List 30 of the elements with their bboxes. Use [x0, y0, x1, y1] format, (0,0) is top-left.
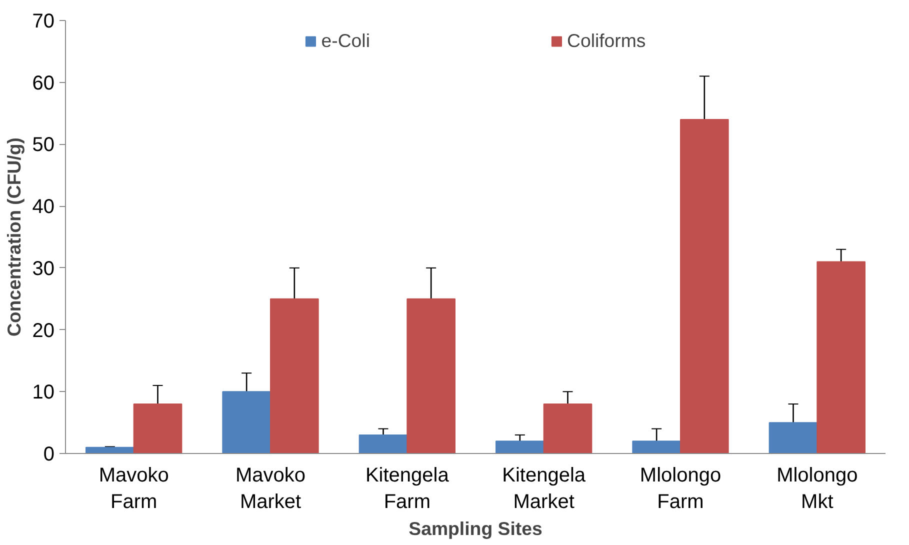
- x-tick-label: Mavoko Market: [235, 464, 306, 513]
- y-tick-label: 30: [32, 258, 55, 280]
- y-tick-label: 60: [32, 72, 55, 94]
- x-tick-label: Kitengela Market: [502, 464, 586, 513]
- bar: [543, 404, 592, 454]
- bar: [680, 118, 729, 454]
- x-axis-title: Sampling Sites: [408, 518, 542, 539]
- bar: [768, 422, 818, 454]
- legend-label: e-Coli: [321, 30, 370, 52]
- bar: [632, 440, 681, 454]
- x-tick-label: Mlolongo Farm: [640, 464, 722, 513]
- y-tick-label: 70: [32, 10, 55, 32]
- y-tick-label: 40: [32, 196, 55, 218]
- legend-label: Coliforms: [566, 30, 646, 52]
- bar: [406, 298, 456, 454]
- bar: [133, 404, 182, 454]
- bar: [86, 446, 134, 454]
- y-tick-label: 10: [32, 382, 55, 404]
- x-tick-label: Mlolongo Mkt: [776, 464, 858, 513]
- bar: [270, 298, 319, 454]
- x-tick-label: Mavoko Farm: [98, 464, 169, 513]
- bar: [358, 434, 408, 454]
- x-tick-label: Kitengela Farm: [365, 464, 450, 513]
- bar: [222, 391, 271, 454]
- y-axis-title: Concentration (CFU/g): [3, 138, 24, 336]
- bar: [816, 261, 866, 454]
- y-tick-label: 20: [32, 320, 55, 342]
- bar: [496, 440, 544, 454]
- y-tick-label: 0: [43, 444, 54, 466]
- y-tick-label: 50: [32, 134, 55, 156]
